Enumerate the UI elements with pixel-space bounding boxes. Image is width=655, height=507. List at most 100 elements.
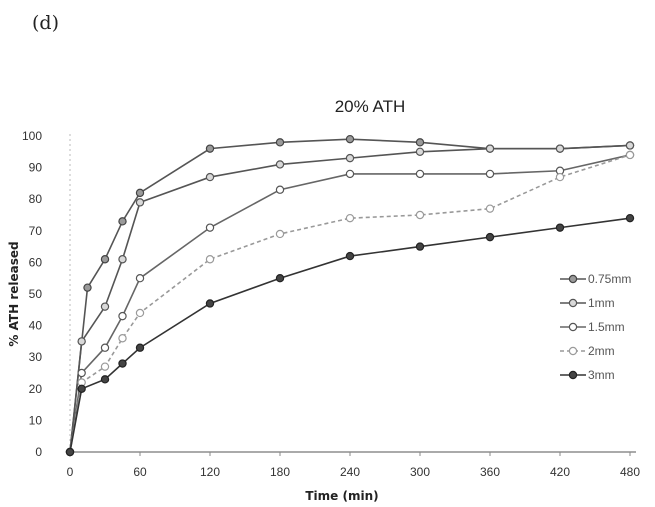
- x-tick-label: 480: [620, 465, 640, 479]
- x-tick-label: 420: [550, 465, 570, 479]
- y-tick-label: 10: [29, 413, 43, 427]
- data-point: [205, 299, 215, 308]
- axes: [69, 134, 636, 453]
- series-3mm: [65, 213, 635, 457]
- y-axis-title: % ATH released: [7, 241, 21, 346]
- data-point: [555, 223, 565, 232]
- data-point: [135, 274, 145, 283]
- data-point: [485, 204, 495, 213]
- data-point: [118, 359, 127, 368]
- series-line: [69, 138, 631, 453]
- legend-item: 3mm: [560, 368, 615, 382]
- data-point: [205, 223, 215, 232]
- data-point: [345, 134, 355, 144]
- series-layer: [65, 134, 635, 457]
- legend-marker: [568, 322, 578, 332]
- y-tick-label: 20: [29, 382, 43, 396]
- data-point: [275, 138, 285, 147]
- data-point: [625, 213, 635, 223]
- data-point: [118, 311, 127, 321]
- panel-label: (d): [32, 12, 59, 34]
- data-point: [77, 384, 86, 393]
- legend-label: 1.5mm: [588, 320, 625, 334]
- x-tick-label: 360: [480, 465, 500, 479]
- y-tick-label: 90: [29, 161, 43, 175]
- data-point: [555, 172, 565, 182]
- series-1mm: [65, 141, 635, 457]
- data-point: [100, 255, 110, 264]
- series-line: [69, 154, 631, 453]
- legend-item: 1.5mm: [560, 320, 625, 334]
- data-point: [275, 229, 285, 239]
- legend-item: 1mm: [560, 296, 615, 310]
- x-tick-label: 180: [270, 465, 290, 479]
- data-point: [625, 150, 635, 160]
- data-point: [275, 274, 285, 283]
- legend-label: 2mm: [588, 344, 615, 358]
- data-point: [100, 343, 110, 352]
- x-tick-label: 0: [67, 465, 74, 479]
- data-point: [345, 153, 355, 163]
- data-point: [118, 334, 127, 343]
- data-point: [100, 362, 110, 371]
- y-tick-label: 40: [29, 319, 43, 333]
- data-point: [485, 232, 495, 242]
- data-point: [135, 188, 145, 198]
- data-point: [275, 160, 285, 169]
- data-point: [415, 210, 425, 220]
- data-point: [415, 242, 425, 251]
- data-point: [205, 172, 215, 182]
- data-point: [205, 255, 215, 264]
- data-point: [415, 147, 425, 156]
- data-point: [135, 198, 145, 207]
- legend-marker: [568, 346, 578, 356]
- legend-item: 2mm: [560, 344, 615, 358]
- legend-marker: [568, 370, 578, 380]
- series-0.75mm: [65, 134, 635, 457]
- data-point: [485, 169, 495, 179]
- data-point: [415, 169, 425, 179]
- legend-label: 3mm: [588, 368, 615, 382]
- series-line: [69, 154, 631, 453]
- data-point: [415, 138, 425, 147]
- data-point: [555, 144, 565, 153]
- series-2mm: [65, 150, 635, 457]
- x-tick-label: 120: [200, 465, 220, 479]
- x-tick-label: 240: [340, 465, 360, 479]
- data-point: [135, 343, 145, 352]
- data-point: [65, 447, 75, 457]
- y-tick-label: 100: [22, 129, 42, 143]
- data-point: [83, 283, 92, 292]
- data-point: [205, 144, 215, 153]
- y-tick-label: 70: [29, 224, 43, 238]
- y-tick-label: 60: [29, 255, 43, 269]
- y-tick-label: 0: [35, 445, 42, 459]
- tick-labels: 0 60 120 180 240 300 360 420 480 0 10 20 30 40 50 60 70 8…: [22, 129, 640, 479]
- chart-title: 20% ATH: [335, 97, 406, 116]
- y-tick-label: 30: [29, 350, 43, 364]
- data-point: [345, 213, 355, 223]
- data-point: [275, 185, 285, 194]
- x-tick-label: 60: [133, 465, 147, 479]
- data-point: [625, 141, 635, 150]
- legend: 0.75mm 1mm 1.5mm 2mm 3mm: [560, 272, 631, 382]
- data-point: [345, 251, 355, 261]
- legend-item: 0.75mm: [560, 272, 631, 286]
- x-tick-label: 300: [410, 465, 430, 479]
- legend-label: 1mm: [588, 296, 615, 310]
- legend-marker: [568, 298, 578, 308]
- data-point: [77, 368, 86, 378]
- y-tick-label: 50: [29, 287, 43, 301]
- data-point: [135, 308, 145, 318]
- x-axis-title: Time (min): [305, 489, 378, 503]
- data-point: [77, 337, 86, 346]
- legend-marker: [568, 274, 578, 284]
- data-point: [118, 255, 127, 264]
- y-tick-label: 80: [29, 192, 43, 206]
- data-point: [485, 144, 495, 153]
- legend-label: 0.75mm: [588, 272, 631, 286]
- data-point: [345, 169, 355, 179]
- series-line: [69, 144, 631, 453]
- data-point: [100, 375, 110, 384]
